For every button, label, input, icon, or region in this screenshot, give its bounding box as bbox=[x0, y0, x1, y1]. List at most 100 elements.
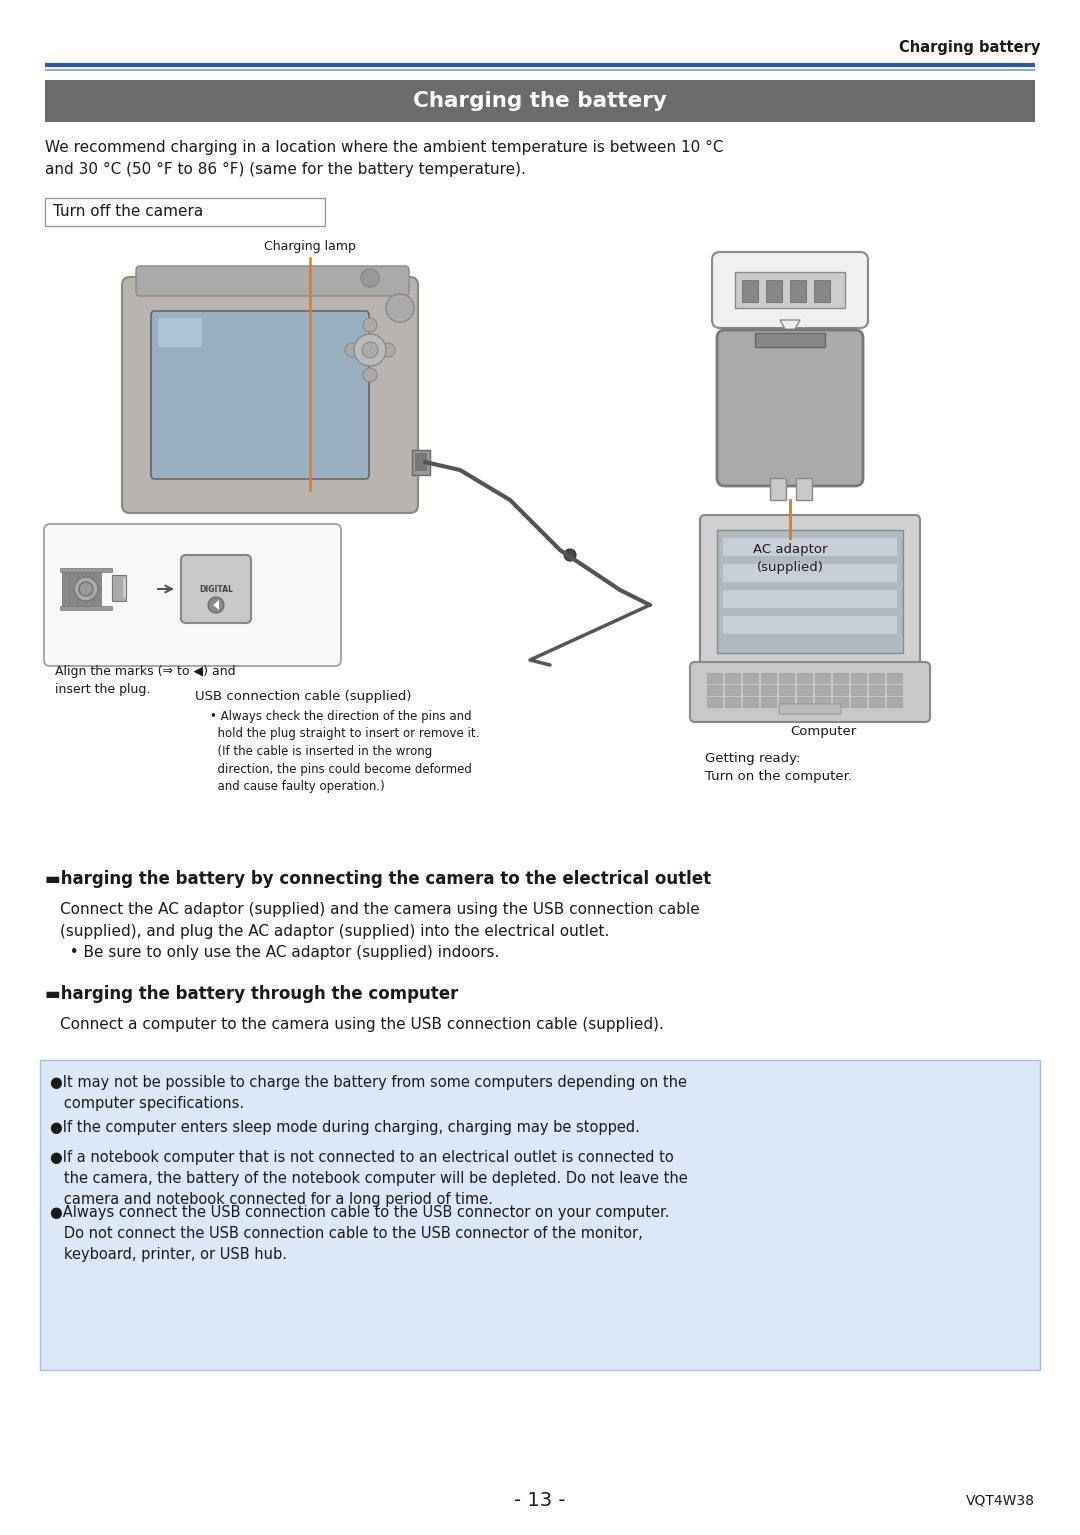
Bar bbox=[797, 685, 812, 695]
Bar bbox=[70, 573, 77, 606]
FancyBboxPatch shape bbox=[122, 276, 418, 513]
Circle shape bbox=[362, 342, 378, 358]
Bar bbox=[723, 563, 897, 582]
Bar bbox=[78, 573, 85, 606]
Bar bbox=[887, 685, 902, 695]
Bar bbox=[814, 279, 831, 302]
FancyBboxPatch shape bbox=[690, 662, 930, 721]
FancyBboxPatch shape bbox=[712, 252, 868, 328]
Bar bbox=[887, 697, 902, 708]
Text: ●It may not be possible to charge the battery from some computers depending on t: ●It may not be possible to charge the ba… bbox=[50, 1074, 687, 1111]
Bar bbox=[851, 697, 866, 708]
Bar bbox=[707, 685, 723, 695]
Circle shape bbox=[564, 550, 576, 560]
FancyBboxPatch shape bbox=[700, 516, 920, 669]
Bar bbox=[766, 279, 782, 302]
Text: VQT4W38: VQT4W38 bbox=[966, 1494, 1035, 1507]
Bar bbox=[779, 685, 794, 695]
Bar bbox=[723, 537, 897, 556]
Bar bbox=[797, 697, 812, 708]
Polygon shape bbox=[780, 319, 800, 338]
Bar bbox=[761, 697, 777, 708]
FancyBboxPatch shape bbox=[779, 705, 841, 714]
Text: ▬harging the battery through the computer: ▬harging the battery through the compute… bbox=[45, 985, 458, 1002]
Bar bbox=[743, 672, 758, 683]
Circle shape bbox=[208, 597, 224, 612]
Bar bbox=[60, 568, 112, 573]
Bar bbox=[411, 450, 430, 474]
Bar bbox=[869, 685, 885, 695]
FancyBboxPatch shape bbox=[158, 318, 202, 347]
Bar bbox=[86, 573, 93, 606]
Bar bbox=[123, 579, 126, 599]
FancyBboxPatch shape bbox=[44, 523, 341, 666]
Text: AC adaptor
(supplied): AC adaptor (supplied) bbox=[753, 543, 827, 574]
Bar bbox=[40, 1061, 1040, 1371]
Bar bbox=[45, 80, 1035, 121]
Bar bbox=[707, 697, 723, 708]
Circle shape bbox=[354, 335, 386, 365]
Bar bbox=[725, 672, 740, 683]
Circle shape bbox=[361, 269, 379, 287]
Text: Computer: Computer bbox=[789, 725, 856, 738]
Bar bbox=[833, 697, 848, 708]
Bar bbox=[833, 672, 848, 683]
Circle shape bbox=[363, 368, 377, 382]
Text: Connect a computer to the camera using the USB connection cable (supplied).: Connect a computer to the camera using t… bbox=[60, 1018, 664, 1032]
Text: USB connection cable (supplied): USB connection cable (supplied) bbox=[195, 691, 411, 703]
Bar bbox=[851, 672, 866, 683]
Bar bbox=[707, 672, 723, 683]
Bar bbox=[779, 697, 794, 708]
Text: Charging lamp: Charging lamp bbox=[265, 239, 356, 253]
Text: Turn off the camera: Turn off the camera bbox=[53, 204, 203, 220]
Bar bbox=[62, 573, 69, 606]
Circle shape bbox=[79, 582, 93, 596]
Bar bbox=[851, 685, 866, 695]
Polygon shape bbox=[213, 600, 219, 609]
Bar bbox=[415, 453, 427, 471]
Bar bbox=[94, 573, 102, 606]
Circle shape bbox=[345, 342, 359, 358]
Bar bbox=[723, 589, 897, 608]
Bar bbox=[869, 672, 885, 683]
Circle shape bbox=[363, 342, 377, 358]
Text: Getting ready:
Turn on the computer.: Getting ready: Turn on the computer. bbox=[705, 752, 852, 783]
Bar bbox=[815, 672, 831, 683]
FancyBboxPatch shape bbox=[717, 330, 863, 487]
Bar bbox=[755, 333, 825, 347]
Bar bbox=[797, 672, 812, 683]
FancyBboxPatch shape bbox=[136, 266, 409, 296]
Bar bbox=[789, 279, 806, 302]
Text: ●If the computer enters sleep mode during charging, charging may be stopped.: ●If the computer enters sleep mode durin… bbox=[50, 1121, 639, 1134]
Bar bbox=[723, 616, 897, 634]
Text: DIGITAL: DIGITAL bbox=[199, 585, 233, 594]
Text: Charging battery: Charging battery bbox=[899, 40, 1040, 55]
Bar bbox=[779, 672, 794, 683]
Bar bbox=[45, 198, 325, 226]
Bar bbox=[796, 477, 812, 500]
Circle shape bbox=[386, 295, 414, 322]
FancyBboxPatch shape bbox=[181, 556, 251, 623]
Text: Charging the battery: Charging the battery bbox=[413, 91, 667, 111]
FancyBboxPatch shape bbox=[151, 312, 369, 479]
Text: Align the marks (⇒ to ◀) and
insert the plug.: Align the marks (⇒ to ◀) and insert the … bbox=[55, 665, 235, 695]
Bar bbox=[742, 279, 758, 302]
Text: - 13 -: - 13 - bbox=[514, 1490, 566, 1509]
Bar bbox=[761, 685, 777, 695]
Bar bbox=[743, 685, 758, 695]
Text: ●If a notebook computer that is not connected to an electrical outlet is connect: ●If a notebook computer that is not conn… bbox=[50, 1150, 688, 1207]
Bar bbox=[887, 672, 902, 683]
Text: We recommend charging in a location where the ambient temperature is between 10 : We recommend charging in a location wher… bbox=[45, 140, 724, 177]
Bar bbox=[815, 697, 831, 708]
Bar bbox=[112, 576, 126, 602]
Bar bbox=[735, 272, 845, 309]
Circle shape bbox=[75, 577, 98, 602]
Bar bbox=[833, 685, 848, 695]
Bar bbox=[725, 685, 740, 695]
Bar bbox=[60, 606, 112, 609]
Text: • Always check the direction of the pins and
  hold the plug straight to insert : • Always check the direction of the pins… bbox=[210, 711, 480, 794]
Bar bbox=[761, 672, 777, 683]
Bar bbox=[717, 530, 903, 652]
Bar bbox=[743, 697, 758, 708]
Text: ▬harging the battery by connecting the camera to the electrical outlet: ▬harging the battery by connecting the c… bbox=[45, 870, 711, 889]
